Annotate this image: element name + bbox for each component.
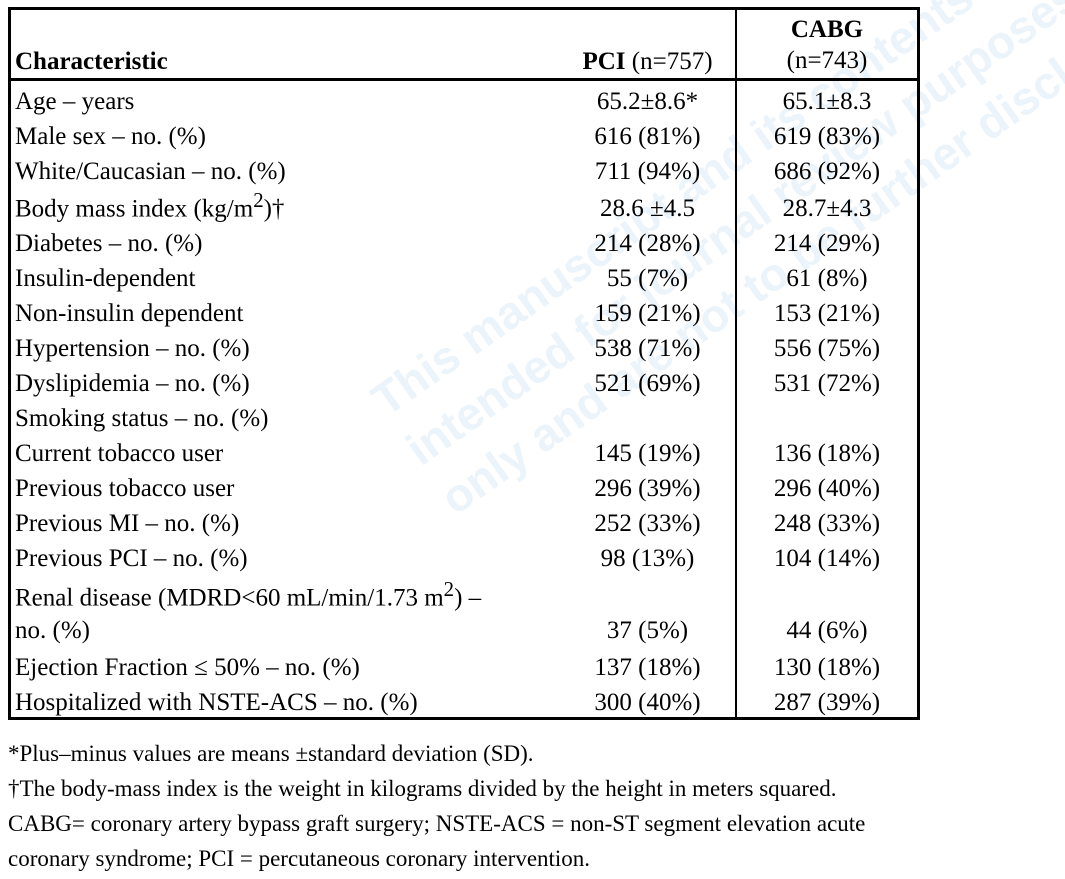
cabg-value: 686 (92%) <box>735 151 919 186</box>
row-label: Hospitalized with NSTE-ACS – no. (%) <box>15 688 418 716</box>
pci-value: 538 (71%) <box>594 335 701 363</box>
pci-value: 137 (18%) <box>594 653 701 681</box>
row-label-text: ) – <box>454 584 482 612</box>
pci-value: 98 (13%) <box>600 545 695 573</box>
cabg-value: 153 (21%) <box>735 293 919 329</box>
cabg-value: 104 (14%) <box>735 538 919 574</box>
cabg-value: 248 (33%) <box>735 503 919 539</box>
baseline-characteristics-table: Characteristic PCI (n=757) CABG (n=743) A… <box>8 7 920 720</box>
footnote-bmi: †The body-mass index is the weight in ki… <box>8 776 837 801</box>
cabg-value: 556 (75%) <box>735 328 919 364</box>
table-row: Hypertension – no. (%) 538 (71%) 556 (75… <box>10 328 919 364</box>
row-label: Previous PCI – no. (%) <box>15 545 248 573</box>
cabg-value: 287 (39%) <box>735 681 919 719</box>
pci-value: 711 (94%) <box>594 158 701 185</box>
row-label: Ejection Fraction ≤ 50% – no. (%) <box>15 653 360 681</box>
cabg-value: 214 (29%) <box>735 223 919 259</box>
table-row: Current tobacco user 145 (19%) 136 (18%) <box>10 433 919 469</box>
footnote-abbreviations-continued: coronary syndrome; PCI = percutaneous co… <box>8 846 591 871</box>
footnote-sd: *Plus–minus values are means ±standard d… <box>8 741 534 766</box>
footnote-abbreviations: CABG= coronary artery bypass graft surge… <box>8 811 866 836</box>
table-row: Previous MI – no. (%) 252 (33%) 248 (33%… <box>10 503 919 539</box>
table-row: Insulin-dependent 55 (7%) 61 (8%) <box>10 258 919 294</box>
header-cabg-n: (n=743) <box>786 47 868 74</box>
pci-value: 214 (28%) <box>594 230 701 258</box>
cabg-value: 65.1±8.3 <box>735 79 919 116</box>
pci-value: 252 (33%) <box>594 510 701 538</box>
table-row: Previous tobacco user 296 (39%) 296 (40%… <box>10 468 919 504</box>
cabg-value: 130 (18%) <box>735 646 919 682</box>
table-row: Body mass index (kg/m2)† 28.6 ±4.5 28.7±… <box>10 186 919 224</box>
header-characteristic: Characteristic <box>9 8 560 81</box>
table-header-row: Characteristic PCI (n=757) CABG (n=743) <box>9 8 919 81</box>
row-label: White/Caucasian – no. (%) <box>15 158 286 185</box>
row-label: Smoking status – no. (%) <box>15 405 269 433</box>
pci-value: 521 (69%) <box>594 370 701 398</box>
row-label-text: )† <box>263 195 285 223</box>
header-cabg-name: CABG <box>790 16 864 43</box>
header-pci-name: PCI <box>582 48 626 75</box>
row-label-text: no. (%) <box>15 616 90 644</box>
pci-value: 37 (5%) <box>606 616 689 644</box>
table-row: Hospitalized with NSTE-ACS – no. (%) 300… <box>10 681 919 719</box>
table-row: Ejection Fraction ≤ 50% – no. (%) 137 (1… <box>10 646 919 682</box>
row-label-text: Body mass index (kg/m <box>15 195 254 223</box>
table-row: Previous PCI – no. (%) 98 (13%) 104 (14%… <box>10 538 919 574</box>
pci-value <box>560 398 736 433</box>
cabg-value: 136 (18%) <box>735 433 919 469</box>
row-label: Body mass index (kg/m2)† <box>10 186 561 223</box>
pci-value: 55 (7%) <box>606 265 689 293</box>
pci-value: 616 (81%) <box>594 123 701 150</box>
cabg-value: 44 (6%) <box>735 573 919 647</box>
row-label: Diabetes – no. (%) <box>15 230 203 258</box>
row-label-text: Renal disease (MDRD<60 mL/min/1.73 m <box>15 584 444 612</box>
header-cabg: CABG (n=743) <box>735 8 919 81</box>
table-footnotes: *Plus–minus values are means ±standard d… <box>8 736 1063 876</box>
cabg-value: 61 (8%) <box>735 258 919 294</box>
table-row: Dyslipidemia – no. (%) 521 (69%) 531 (72… <box>10 363 919 399</box>
table-row: White/Caucasian – no. (%) 711 (94%) 686 … <box>10 151 919 186</box>
cabg-value <box>735 398 919 434</box>
header-pci: PCI (n=757) <box>560 8 736 81</box>
table-row: Male sex – no. (%) 616 (81%) 619 (83%) <box>10 116 919 151</box>
row-label: Non-insulin dependent <box>15 300 244 328</box>
cabg-value: 619 (83%) <box>735 116 919 151</box>
row-label: Previous MI – no. (%) <box>15 510 240 538</box>
pci-value: 300 (40%) <box>594 688 701 716</box>
row-label: Age – years <box>15 88 135 115</box>
superscript: 2 <box>443 577 455 602</box>
row-label: Renal disease (MDRD<60 mL/min/1.73 m2) –… <box>10 573 561 646</box>
table-row: Diabetes – no. (%) 214 (28%) 214 (29%) <box>10 223 919 259</box>
table-row: Age – years 65.2±8.6* 65.1±8.3 <box>10 79 919 116</box>
cabg-value: 531 (72%) <box>735 363 919 399</box>
header-pci-n: (n=757) <box>631 48 713 75</box>
table-row: Smoking status – no. (%) <box>10 398 919 434</box>
row-label: Current tobacco user <box>15 440 224 468</box>
row-label: Dyslipidemia – no. (%) <box>15 370 250 398</box>
pci-value: 159 (21%) <box>594 300 701 328</box>
superscript: 2 <box>253 188 264 212</box>
pci-value: 65.2±8.6* <box>596 88 699 115</box>
pci-value: 296 (39%) <box>594 475 701 503</box>
row-label: Male sex – no. (%) <box>15 123 206 150</box>
table-row: Non-insulin dependent 159 (21%) 153 (21%… <box>10 293 919 329</box>
cabg-value: 296 (40%) <box>735 468 919 504</box>
pci-value: 145 (19%) <box>594 440 701 468</box>
table-row: Renal disease (MDRD<60 mL/min/1.73 m2) –… <box>10 573 919 647</box>
row-label: Previous tobacco user <box>15 475 235 503</box>
cabg-value: 28.7±4.3 <box>735 186 919 224</box>
pci-value: 28.6 ±4.5 <box>600 195 695 223</box>
row-label: Insulin-dependent <box>15 265 196 293</box>
row-label: Hypertension – no. (%) <box>15 335 250 363</box>
